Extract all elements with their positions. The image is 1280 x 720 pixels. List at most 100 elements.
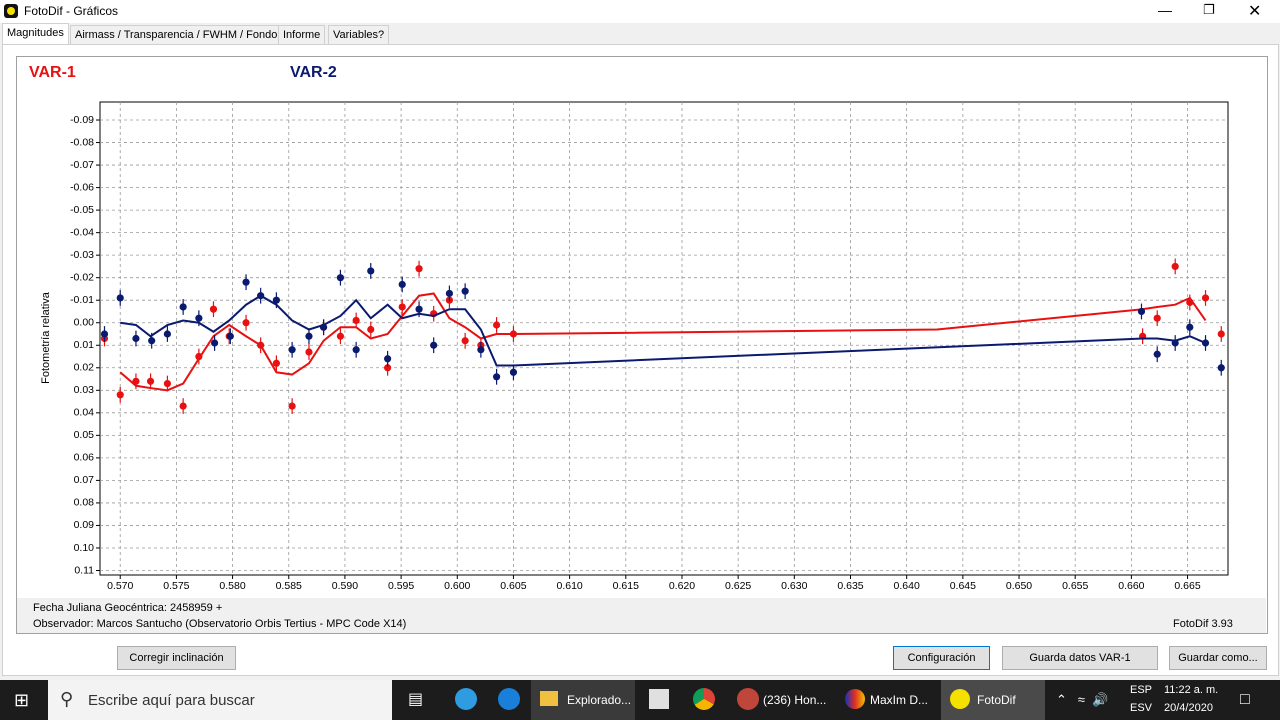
y-tick-label: -0.07 <box>70 159 94 171</box>
tab[interactable]: Informe <box>278 25 326 44</box>
data-point <box>116 391 124 399</box>
data-point <box>163 379 172 388</box>
data-point <box>415 265 423 273</box>
clock-time[interactable]: 11:22 a. m. <box>1164 684 1219 696</box>
data-point <box>509 330 518 338</box>
data-point <box>305 348 313 356</box>
data-point <box>242 319 250 327</box>
data-point <box>163 330 172 338</box>
x-tick-label: 0.605 <box>500 580 526 592</box>
title-bar: FotoDif - Gráficos — ❐ ✕ <box>0 0 1280 23</box>
button[interactable]: Guarda datos VAR-1 <box>1002 646 1158 670</box>
minimize[interactable]: — <box>1158 2 1172 18</box>
data-point <box>384 355 392 363</box>
data-point <box>179 303 187 311</box>
x-tick-label: 0.645 <box>950 580 976 592</box>
x-tick-label: 0.580 <box>219 580 245 592</box>
data-point <box>367 325 375 334</box>
y-tick-label: 0.10 <box>74 542 95 554</box>
maximize[interactable]: ❐ <box>1203 2 1215 17</box>
button[interactable]: Guardar como... <box>1169 646 1267 670</box>
data-point <box>461 337 469 345</box>
data-point <box>492 321 501 329</box>
y-tick-label: 0.04 <box>74 407 95 419</box>
y-axis-label: Fotometría relativa <box>40 291 52 384</box>
tab[interactable]: Airmass / Transparencia / FWHM / Fondo <box>70 25 283 44</box>
data-point <box>398 303 406 311</box>
keyboard[interactable]: ESV <box>1130 702 1153 714</box>
plot-frame <box>99 101 1229 576</box>
clock-date[interactable]: 20/4/2020 <box>1164 702 1213 714</box>
button[interactable]: Configuración <box>893 646 990 670</box>
data-point <box>492 373 501 381</box>
close[interactable]: ✕ <box>1248 3 1262 20</box>
fotodif-icon <box>950 689 970 709</box>
x-tick-label: 0.665 <box>1174 580 1200 592</box>
x-tick-label: 0.635 <box>837 580 863 592</box>
data-point <box>336 332 345 340</box>
folder-icon <box>540 691 558 706</box>
footer-version: FotoDif 3.93 <box>1173 618 1233 630</box>
edge-icon[interactable] <box>498 688 520 710</box>
data-point <box>179 402 187 410</box>
chrome-icon[interactable] <box>693 688 715 710</box>
data-point <box>384 364 392 372</box>
window-title: FotoDif - Gráficos <box>24 4 119 18</box>
data-point <box>1137 307 1146 316</box>
x-tick-label: 0.570 <box>107 580 133 592</box>
data-point <box>1217 364 1225 372</box>
data-point <box>272 359 280 367</box>
data-point <box>148 337 156 345</box>
y-tick-label: 0.06 <box>74 452 95 464</box>
task-view[interactable]: ▤ <box>408 691 424 708</box>
data-point <box>319 323 328 331</box>
data-point <box>226 332 234 340</box>
store-icon[interactable] <box>649 689 669 709</box>
tray-icons[interactable]: ⌃ ≈ 🔊 <box>1056 692 1109 707</box>
x-tick-label: 0.660 <box>1118 580 1144 592</box>
data-point <box>132 334 140 343</box>
data-point <box>242 278 250 286</box>
data-point <box>195 352 203 361</box>
data-point <box>100 330 109 338</box>
button[interactable]: Corregir inclinación <box>117 646 236 670</box>
data-point <box>477 346 485 354</box>
x-tick-label: 0.625 <box>725 580 751 592</box>
task-app-label: FotoDif <box>977 693 1016 707</box>
ie-icon[interactable] <box>455 688 477 710</box>
task-app-label[interactable]: (236) Hon... <box>763 693 827 707</box>
start-button[interactable]: ⊞ <box>14 690 30 710</box>
maxim-icon <box>845 689 865 709</box>
data-point <box>257 341 265 349</box>
tab[interactable]: Variables? <box>328 25 390 44</box>
tab[interactable]: Magnitudes <box>2 23 69 44</box>
data-point <box>1186 298 1194 307</box>
notifications[interactable]: □ <box>1240 691 1250 708</box>
data-point <box>288 346 296 354</box>
y-tick-label: -0.02 <box>70 271 94 283</box>
x-tick-label: 0.640 <box>894 580 920 592</box>
task-app-label[interactable]: MaxIm D... <box>870 693 929 707</box>
data-point <box>132 377 140 385</box>
data-point <box>146 377 155 385</box>
data-point <box>509 368 518 376</box>
footer-band <box>17 598 1266 633</box>
data-point <box>415 305 423 313</box>
x-tick-label: 0.620 <box>669 580 695 592</box>
footer-date: Fecha Juliana Geocéntrica: 2458959 + <box>33 602 223 614</box>
y-tick-label: 0.07 <box>74 474 95 486</box>
search-placeholder[interactable]: Escribe aquí para buscar <box>88 692 255 709</box>
language[interactable]: ESP <box>1130 684 1153 696</box>
data-point <box>461 287 469 295</box>
search-icon: ⚲ <box>60 689 74 709</box>
data-point <box>195 314 203 322</box>
y-tick-label: -0.06 <box>70 181 94 193</box>
data-point <box>1201 294 1210 302</box>
data-point <box>336 274 345 282</box>
chart: Fotometría relativa -0.09 -0.08 -0.07 -0.06… <box>29 64 1229 592</box>
data-point <box>398 280 406 289</box>
search-box[interactable] <box>48 680 392 720</box>
data-point <box>209 305 218 313</box>
y-tick-label: 0.11 <box>74 564 94 576</box>
